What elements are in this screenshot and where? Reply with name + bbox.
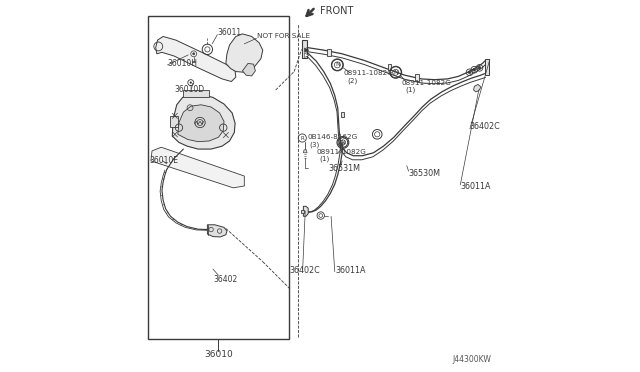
Polygon shape xyxy=(170,116,178,127)
Text: 08911-1082G: 08911-1082G xyxy=(344,70,394,76)
Polygon shape xyxy=(301,210,304,212)
Polygon shape xyxy=(207,225,227,237)
Polygon shape xyxy=(151,147,244,188)
Text: NOT FOR SALE: NOT FOR SALE xyxy=(257,33,310,39)
Polygon shape xyxy=(328,49,331,56)
Text: 36402: 36402 xyxy=(214,275,238,283)
Text: 36402C: 36402C xyxy=(290,266,321,275)
Bar xyxy=(148,16,289,339)
Polygon shape xyxy=(474,84,481,92)
Polygon shape xyxy=(302,40,307,58)
Polygon shape xyxy=(305,48,309,52)
Text: 36011: 36011 xyxy=(218,28,241,37)
Circle shape xyxy=(189,81,192,84)
Polygon shape xyxy=(156,36,236,81)
Polygon shape xyxy=(184,90,209,97)
Polygon shape xyxy=(388,64,391,70)
Text: N: N xyxy=(394,70,398,75)
Text: 36011A: 36011A xyxy=(335,266,366,275)
Text: J44300KW: J44300KW xyxy=(453,355,492,364)
Polygon shape xyxy=(178,105,224,142)
Text: 08911-1082G: 08911-1082G xyxy=(316,149,366,155)
Text: FRONT: FRONT xyxy=(320,6,353,16)
Text: 08911-1082G: 08911-1082G xyxy=(401,80,451,86)
Polygon shape xyxy=(172,94,235,149)
Polygon shape xyxy=(305,53,309,58)
Text: 36010E: 36010E xyxy=(149,156,178,165)
Text: N: N xyxy=(335,62,340,67)
Text: 36531M: 36531M xyxy=(329,164,361,173)
Text: (1): (1) xyxy=(405,87,415,93)
Text: 0B146-8162G: 0B146-8162G xyxy=(307,134,358,140)
Text: 36402C: 36402C xyxy=(470,122,500,131)
Text: 36010H: 36010H xyxy=(168,59,198,68)
Text: 36010D: 36010D xyxy=(175,85,205,94)
Polygon shape xyxy=(226,34,263,72)
Text: R: R xyxy=(300,135,304,141)
Circle shape xyxy=(193,53,195,55)
Polygon shape xyxy=(303,206,308,216)
Polygon shape xyxy=(341,112,344,116)
Circle shape xyxy=(468,71,471,74)
Polygon shape xyxy=(485,59,489,75)
Text: (3): (3) xyxy=(310,141,320,148)
Polygon shape xyxy=(303,150,307,153)
Polygon shape xyxy=(415,74,419,81)
Circle shape xyxy=(478,66,481,69)
Text: N: N xyxy=(340,140,345,145)
Text: (2): (2) xyxy=(347,77,357,84)
Text: (1): (1) xyxy=(319,156,330,162)
Text: 36010: 36010 xyxy=(204,350,233,359)
Polygon shape xyxy=(243,63,255,76)
Circle shape xyxy=(473,68,476,71)
Text: 36011A: 36011A xyxy=(460,182,491,191)
Text: 36530M: 36530M xyxy=(408,169,440,177)
